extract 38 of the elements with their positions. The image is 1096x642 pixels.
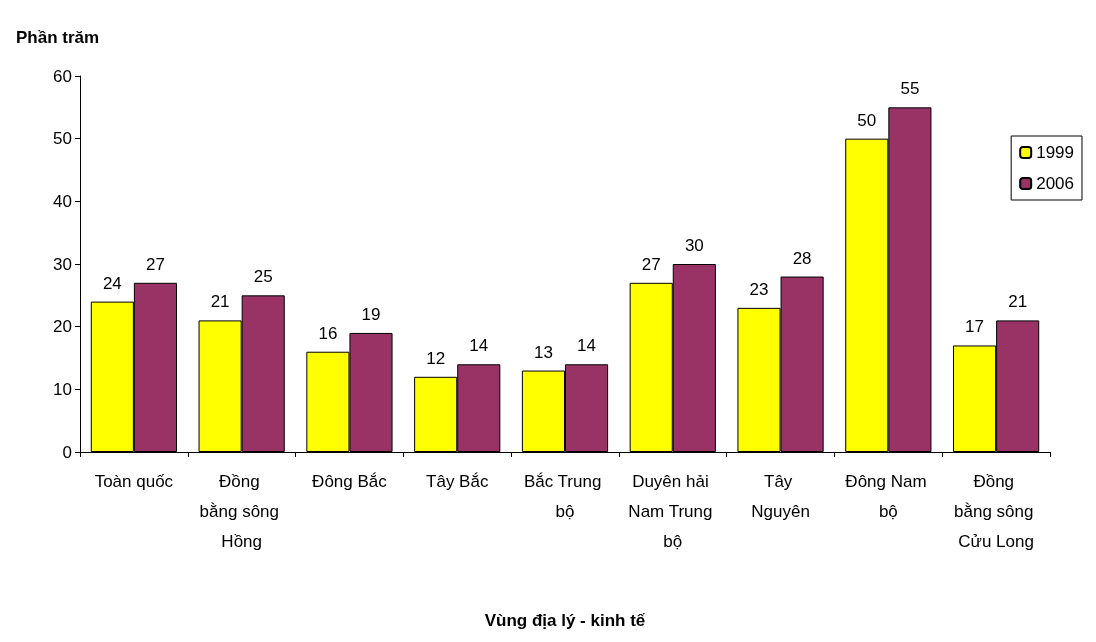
data-label: 25	[253, 267, 273, 287]
data-label: 13	[533, 342, 553, 362]
data-label: 19	[361, 304, 381, 324]
x-tick-label: Toàn quốc	[94, 471, 174, 491]
data-label: 55	[900, 79, 920, 99]
y-tick-label: 0	[62, 442, 72, 462]
data-label: 50	[857, 110, 877, 130]
y-tick-label: 60	[53, 66, 72, 86]
y-axis-title: Phần trăm	[16, 28, 100, 47]
data-label: 17	[965, 317, 985, 337]
data-label: 12	[426, 348, 446, 368]
data-label: 28	[792, 248, 812, 268]
data-label: 24	[102, 273, 122, 293]
data-label: 14	[577, 336, 597, 356]
data-label: 27	[145, 254, 165, 274]
legend-label: 2006	[1036, 174, 1075, 193]
x-tick-label: Đông Nam bộ	[845, 471, 932, 521]
x-tick-label: Đồng bằng sông Hồng	[199, 471, 284, 551]
y-tick-label: 10	[53, 379, 72, 399]
data-label: 21	[1008, 292, 1028, 312]
y-tick-label: 30	[53, 254, 72, 274]
y-tick-label: 50	[53, 129, 72, 149]
x-tick-label: Đồng bằng sông Cửu Long	[954, 471, 1039, 551]
legend-label: 1999	[1036, 143, 1075, 162]
data-label: 16	[318, 323, 338, 343]
x-axis-title: Vùng địa lý - kinh tế	[484, 611, 646, 630]
x-tick-label: Tây Bắc	[426, 471, 489, 491]
x-tick-label: Bắc Trung bộ	[523, 471, 607, 521]
data-label: 14	[469, 336, 489, 356]
data-label: 27	[641, 254, 661, 274]
data-label: 23	[749, 279, 769, 299]
y-tick-label: 40	[53, 191, 72, 211]
x-tick-label: Duyên hải Nam Trung bộ	[628, 471, 718, 551]
data-label: 30	[684, 236, 704, 255]
x-tick-label: Tây Nguyên	[751, 471, 810, 521]
data-label: 21	[210, 292, 230, 312]
y-tick-label: 20	[53, 317, 72, 337]
x-tick-label: Đông Bắc	[312, 471, 388, 491]
